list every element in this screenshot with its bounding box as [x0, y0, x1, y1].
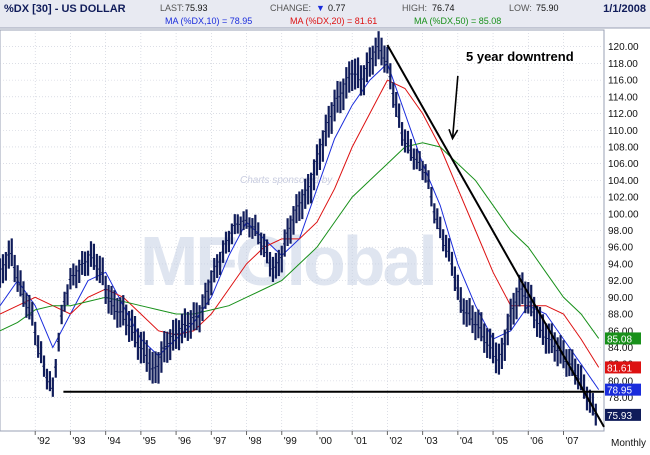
downtrend-line	[386, 44, 605, 428]
y-tick-label: 84.00	[608, 343, 633, 354]
x-tick-label: '07	[565, 436, 578, 447]
series-ma-dx-20-	[0, 79, 600, 368]
x-tick-label: '93	[72, 436, 85, 447]
y-tick-label: 94.00	[608, 259, 633, 270]
last-value-box	[605, 332, 641, 345]
last-value: 75.93	[185, 3, 208, 13]
y-tick-label: 88.00	[608, 310, 633, 321]
annotation-arrow-head	[448, 128, 459, 141]
chart-title: %DX [30] - US DOLLAR	[4, 3, 126, 15]
high-value: 76.74	[432, 3, 455, 13]
x-tick-label: '92	[37, 436, 50, 447]
change-value: 0.77	[328, 3, 346, 13]
y-tick-label: 104.00	[608, 176, 639, 187]
header-band	[0, 0, 650, 28]
watermark-sponsor: Charts sponsored by	[240, 175, 333, 186]
y-tick-label: 86.00	[608, 326, 633, 337]
last-label: LAST:	[160, 3, 184, 13]
x-tick-label: '06	[530, 436, 543, 447]
y-tick-label: 106.00	[608, 159, 639, 170]
axis-layer: 78.0080.0082.0084.0086.0088.0090.0092.00…	[34, 42, 646, 449]
y-tick-label: 90.00	[608, 293, 633, 304]
last-value-box	[605, 383, 641, 396]
y-tick-label: 116.00	[608, 76, 638, 87]
ma20-legend: MA (%DX,20) = 81.61	[290, 16, 377, 26]
series-layer	[0, 31, 600, 426]
series-ma-dx-50-	[0, 142, 600, 339]
x-tick-label: '04	[460, 436, 473, 447]
x-tick-label: '00	[319, 436, 332, 447]
low-label: LOW:	[509, 3, 532, 13]
watermark-logo: MFGlobal	[140, 222, 435, 300]
change-arrow-icon: ▼	[316, 3, 325, 13]
annotation-arrow-shaft	[451, 75, 459, 139]
x-tick-label: '95	[143, 436, 156, 447]
series-dx-bars	[0, 31, 597, 426]
y-tick-label: 100.00	[608, 209, 639, 220]
last-value-label: 85.08	[607, 334, 632, 345]
y-tick-label: 102.00	[608, 193, 639, 204]
last-value-box	[605, 408, 641, 421]
y-tick-label: 118.00	[608, 59, 638, 70]
y-tick-label: 92.00	[608, 276, 633, 287]
x-tick-label: '01	[354, 436, 367, 447]
x-tick-label: '03	[425, 436, 438, 447]
change-label: CHANGE:	[270, 3, 311, 13]
x-tick-label: '05	[495, 436, 508, 447]
ma10-legend: MA (%DX,10) = 78.95	[165, 16, 252, 26]
last-value-label: 75.93	[607, 411, 632, 422]
y-tick-label: 108.00	[608, 142, 639, 153]
high-label: HIGH:	[402, 3, 427, 13]
last-value-labels: 85.08 81.61 78.95 75.93	[605, 332, 641, 422]
low-value: 75.90	[536, 3, 559, 13]
y-tick-label: 112.00	[608, 109, 638, 120]
y-tick-label: 120.00	[608, 42, 639, 53]
last-value-box	[605, 361, 641, 374]
trend-layer	[63, 44, 605, 428]
x-tick-label: '97	[213, 436, 226, 447]
y-tick-label: 98.00	[608, 226, 633, 237]
last-value-label: 78.95	[607, 386, 632, 397]
x-tick-label: '96	[178, 436, 191, 447]
last-value-label: 81.61	[607, 363, 632, 374]
x-tick-label: '99	[284, 436, 297, 447]
grid-layer	[0, 30, 604, 431]
y-tick-label: 110.00	[608, 126, 638, 137]
x-tick-label: '98	[249, 436, 262, 447]
x-tick-label: '02	[389, 436, 402, 447]
ma50-legend: MA (%DX,50) = 85.08	[414, 16, 501, 26]
period-label: Monthly	[611, 438, 646, 449]
y-tick-label: 96.00	[608, 243, 633, 254]
y-tick-label: 80.00	[608, 376, 633, 387]
x-tick-label: '94	[108, 436, 121, 447]
y-tick-label: 78.00	[608, 393, 633, 404]
chart-date: 1/1/2008	[603, 3, 646, 15]
downtrend-annotation: 5 year downtrend	[466, 49, 574, 64]
y-tick-label: 114.00	[608, 92, 638, 103]
